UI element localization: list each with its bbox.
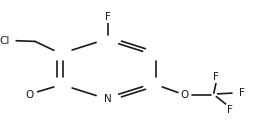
Text: F: F (227, 105, 233, 115)
Text: F: F (213, 72, 219, 82)
Text: O: O (26, 90, 34, 99)
Text: N: N (104, 94, 112, 104)
Text: F: F (105, 12, 111, 22)
Text: O: O (181, 90, 189, 99)
Text: Cl: Cl (0, 36, 10, 46)
Text: F: F (239, 88, 245, 98)
